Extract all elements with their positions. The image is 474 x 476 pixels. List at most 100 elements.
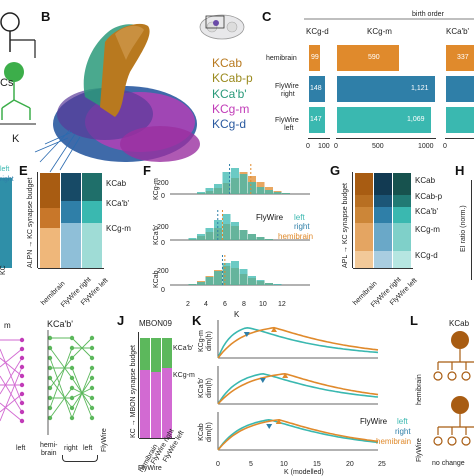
panel-c-val-kcgd-0: 99 xyxy=(311,54,319,61)
panel-k-label: K xyxy=(192,313,202,328)
panel-i-slope-plots xyxy=(0,330,95,435)
panel-c-col-title-1: KCg-d xyxy=(306,27,329,36)
panel-l-title: KCab xyxy=(449,319,470,328)
panel-i-point xyxy=(19,409,25,415)
panel-i-slope-line xyxy=(0,357,23,377)
panel-i-point xyxy=(47,355,53,361)
panel-f-hist-flywire-bar xyxy=(205,188,214,194)
panel-f-ytick-b: 0 xyxy=(161,193,165,200)
panel-j-bar-right-kcapbp xyxy=(151,338,161,372)
panel-h-ylabel: EI ratio (norm.) xyxy=(460,205,467,252)
panel-i-point xyxy=(19,400,25,406)
panel-e-ylabel: ALPN → KC synapse budget xyxy=(27,177,34,268)
panel-k-curve-flywire xyxy=(217,372,379,405)
panel-i-point xyxy=(89,395,95,401)
panel-i-point xyxy=(89,385,95,391)
panel-i-slope-line xyxy=(0,393,23,413)
panel-k-xlabel: K (modelled) xyxy=(284,469,324,476)
panel-f-hist-flywire-bar xyxy=(205,228,214,240)
panel-g-bar-right-5 xyxy=(374,251,392,268)
panel-c-tick-2-2: 1000 xyxy=(418,143,434,150)
legend-kcg-d: KCg-d xyxy=(212,117,247,131)
panel-b-mushroom-body-render xyxy=(34,23,200,173)
panel-a-cs-label: Cs xyxy=(0,77,14,89)
panel-l-note: no change xyxy=(432,460,465,467)
panel-j-title: MBON09 xyxy=(139,319,172,328)
panel-f-hist-flywire-bar xyxy=(205,277,214,285)
panel-i-point xyxy=(69,385,75,391)
panel-b-brain-inset xyxy=(199,14,245,40)
panel-f-ytick-c: 200 xyxy=(157,224,169,231)
panel-i-point xyxy=(19,418,25,424)
panel-c-bar-kcapbp-left xyxy=(446,107,474,133)
panel-i-point xyxy=(89,345,95,351)
panel-g-bar-left-2 xyxy=(393,195,411,207)
panel-i-point xyxy=(19,373,25,379)
panel-i-point xyxy=(47,405,53,411)
panel-k-curve-hemibrain xyxy=(217,372,379,405)
panel-i-title-1: KCa'b' xyxy=(47,319,73,329)
panel-c-row-flywire-right: FlyWire right xyxy=(275,83,299,98)
panel-c-val-kcapbp-0: 337 xyxy=(457,54,469,61)
panel-c-axis-3 xyxy=(445,138,474,139)
panel-i-slope-line xyxy=(49,377,93,409)
panel-e-axis-x xyxy=(38,268,104,269)
panel-i-point xyxy=(69,365,75,371)
panel-j-bar-right-kcgm xyxy=(151,372,161,438)
panel-g-label: G xyxy=(330,163,341,178)
panel-f-hist-flywire-bar xyxy=(273,192,282,194)
panel-f-xtick-5: 12 xyxy=(278,301,286,308)
panel-e-bar-left-kcapbp xyxy=(82,201,102,223)
panel-f-legend-flywire: FlyWire xyxy=(256,213,284,222)
panel-k-ylabel-1: KCa'b' dim(h) xyxy=(198,377,213,398)
panel-f-hist-flywire-bar xyxy=(222,214,231,240)
panel-f-hist-flywire-bar xyxy=(214,184,222,194)
panel-g-bar-right-4 xyxy=(374,223,392,251)
panel-g-axis-y xyxy=(352,172,353,268)
panel-i-title-0: m xyxy=(4,321,11,330)
panel-j-ylabel: KC → MBON synapse budget xyxy=(130,345,137,438)
panel-c-bar-kcgm-left xyxy=(337,107,431,133)
panel-f-hist-flywire-bar xyxy=(248,182,256,194)
panel-c-val-kcgd-2: 147 xyxy=(310,116,322,123)
panel-f-hist-flywire-bar xyxy=(197,192,205,194)
panel-c-row-flywire-left: FlyWire left xyxy=(275,117,299,132)
panel-c-val-kcgm-1: 1,121 xyxy=(411,85,429,92)
panel-f-hist-flywire-bar xyxy=(256,237,265,240)
panel-f-ytick-f: 0 xyxy=(161,287,165,294)
panel-k-curve-flywire xyxy=(217,326,379,359)
panel-j-xlabel: FlyWire xyxy=(138,465,162,472)
panel-c-row-hemibrain: hemibrain xyxy=(266,55,297,62)
panel-k-curve-hemibrain xyxy=(217,326,379,359)
panel-i-point xyxy=(69,415,75,421)
panel-f-hist-flywire-bar xyxy=(231,261,239,285)
panel-c-axis-2 xyxy=(336,138,436,139)
panel-e-lab-kcgm: KCg-m xyxy=(106,224,131,233)
panel-f-xtick-0: 2 xyxy=(186,301,190,308)
panel-c-val-kcgd-1: 148 xyxy=(310,85,322,92)
panel-i-slope-line xyxy=(0,357,23,395)
panel-i-point xyxy=(89,415,95,421)
panel-i-point xyxy=(19,364,25,370)
panel-j-bar-hemi-kcgm xyxy=(140,370,150,438)
panel-e-label: E xyxy=(19,163,28,178)
panel-c-bar-kcapbp-hemibrain xyxy=(446,45,474,71)
panel-i-side: FlyWire xyxy=(101,428,108,452)
panel-k-curve-flywire xyxy=(217,418,379,451)
panel-f-hist-flywire-bar xyxy=(231,222,239,240)
panel-k-xtick-2: 10 xyxy=(280,461,288,468)
panel-k-legend-right: right xyxy=(395,427,411,436)
panel-f-xtick-2: 6 xyxy=(223,301,227,308)
panel-f-hist-flywire-bar xyxy=(222,172,231,194)
panel-i-point xyxy=(19,355,25,361)
panel-c-tick-1-0: 0 xyxy=(306,143,310,150)
panel-c-val-kcgm-0: 590 xyxy=(368,54,380,61)
panel-d-ylabel: KC xyxy=(0,265,7,275)
panel-f-hist-flywire-bar xyxy=(231,168,239,194)
panel-k-marker-flywire xyxy=(259,378,266,383)
panel-e-lab-kcab: KCab xyxy=(106,179,127,188)
panel-k-ylabel-2: KCab dim(h) xyxy=(198,422,213,442)
panel-k-xtick-3: 15 xyxy=(313,461,321,468)
panel-i-point xyxy=(69,355,75,361)
panel-c-bar-kcgd-right xyxy=(309,76,325,102)
